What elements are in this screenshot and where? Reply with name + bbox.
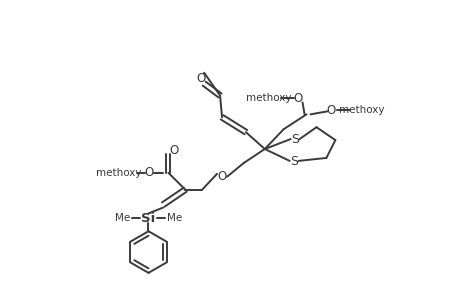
Text: O: O [145, 166, 154, 179]
Text: S: S [290, 155, 298, 168]
Text: O: O [169, 143, 179, 157]
Text: S: S [291, 133, 299, 146]
Text: O: O [326, 104, 335, 117]
Text: O: O [292, 92, 302, 105]
Text: Me: Me [166, 213, 182, 224]
Text: O: O [196, 72, 205, 85]
Text: methoxy: methoxy [96, 168, 141, 178]
Text: Me: Me [115, 213, 130, 224]
Text: methoxy: methoxy [246, 94, 291, 103]
Text: Si: Si [141, 212, 155, 225]
Text: O: O [217, 170, 226, 183]
Text: methoxy: methoxy [339, 105, 384, 116]
